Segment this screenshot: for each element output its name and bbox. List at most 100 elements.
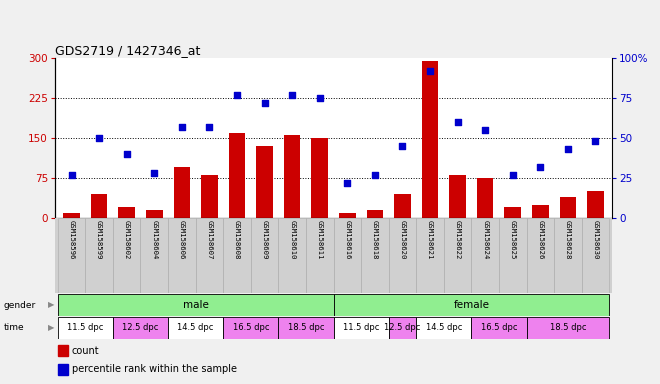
Text: 12.5 dpc: 12.5 dpc [384,323,420,333]
Text: 16.5 dpc: 16.5 dpc [232,323,269,333]
Point [149,170,160,176]
Bar [581,218,609,293]
Point [370,172,380,178]
Point [508,172,518,178]
Text: 11.5 dpc: 11.5 dpc [343,323,379,333]
Bar [504,207,521,218]
Text: GSM158606: GSM158606 [179,220,185,260]
Bar [554,218,581,293]
Bar [394,194,411,218]
Text: GSM158611: GSM158611 [317,220,323,260]
Text: percentile rank within the sample: percentile rank within the sample [72,364,237,374]
Bar [532,205,548,218]
Text: GSM158620: GSM158620 [399,220,405,260]
Text: GSM158607: GSM158607 [207,220,213,260]
Point [66,172,77,178]
Point [204,124,214,130]
Bar [223,218,251,293]
Bar [201,175,218,218]
Bar [146,210,162,218]
Bar [312,138,328,218]
Bar [279,218,306,293]
Text: GSM158608: GSM158608 [234,220,240,260]
Bar [256,146,273,218]
Bar [527,317,609,339]
Text: GSM158628: GSM158628 [565,220,571,260]
Bar [366,210,383,218]
Point [314,95,325,101]
Text: GSM158610: GSM158610 [289,220,295,260]
Point [480,127,490,133]
Bar [85,218,113,293]
Text: gender: gender [3,301,36,310]
Text: GSM158625: GSM158625 [510,220,515,260]
Bar [587,191,604,218]
Text: GSM158602: GSM158602 [123,220,130,260]
Point [590,138,601,144]
Text: male: male [183,300,209,310]
Bar [229,132,246,218]
Bar [389,218,416,293]
Text: count: count [72,346,100,356]
Bar [422,61,438,218]
Bar [91,194,108,218]
Bar [168,317,223,339]
Bar [251,218,279,293]
Bar [333,218,361,293]
Bar [195,218,223,293]
Point [259,100,270,106]
Bar [361,218,389,293]
Point [232,92,242,98]
Text: 18.5 dpc: 18.5 dpc [550,323,586,333]
Text: GSM158626: GSM158626 [537,220,543,260]
Bar [284,135,300,218]
Bar [113,218,141,293]
Bar [63,213,80,218]
Point [342,180,352,186]
Bar [333,317,389,339]
Text: GDS2719 / 1427346_at: GDS2719 / 1427346_at [55,44,201,57]
Point [397,143,408,149]
Bar [333,294,609,316]
Text: GSM158630: GSM158630 [593,220,599,260]
Text: GSM158618: GSM158618 [372,220,378,260]
Bar [471,218,499,293]
Bar [477,178,494,218]
Text: ▶: ▶ [48,301,55,310]
Bar [389,317,416,339]
Text: 11.5 dpc: 11.5 dpc [67,323,104,333]
Bar [168,218,195,293]
Bar [416,218,444,293]
Text: 12.5 dpc: 12.5 dpc [122,323,158,333]
Text: 14.5 dpc: 14.5 dpc [426,323,462,333]
Bar [527,218,554,293]
Bar [306,218,333,293]
Text: 18.5 dpc: 18.5 dpc [288,323,324,333]
Bar [560,197,576,218]
Bar [58,218,85,293]
Text: GSM158624: GSM158624 [482,220,488,260]
Point [94,135,104,141]
Text: time: time [3,323,24,333]
Bar [113,317,168,339]
Text: 16.5 dpc: 16.5 dpc [480,323,517,333]
Text: GSM158596: GSM158596 [69,220,75,260]
Bar [449,175,466,218]
Bar [118,207,135,218]
Bar [141,218,168,293]
Bar [58,294,333,316]
Text: female: female [453,300,489,310]
Text: GSM158622: GSM158622 [455,220,461,260]
Bar [471,317,527,339]
Text: GSM158609: GSM158609 [261,220,267,260]
Bar [58,364,68,375]
Bar [279,317,333,339]
Point [562,146,573,152]
Bar [444,218,471,293]
Text: GSM158604: GSM158604 [151,220,157,260]
Point [177,124,187,130]
Bar [416,317,471,339]
Bar [223,317,279,339]
Text: 14.5 dpc: 14.5 dpc [178,323,214,333]
Text: GSM158621: GSM158621 [427,220,433,260]
